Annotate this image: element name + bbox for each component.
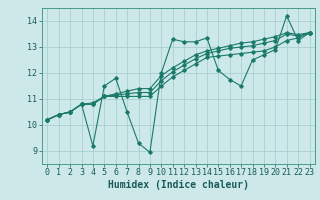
X-axis label: Humidex (Indice chaleur): Humidex (Indice chaleur) — [108, 180, 249, 190]
